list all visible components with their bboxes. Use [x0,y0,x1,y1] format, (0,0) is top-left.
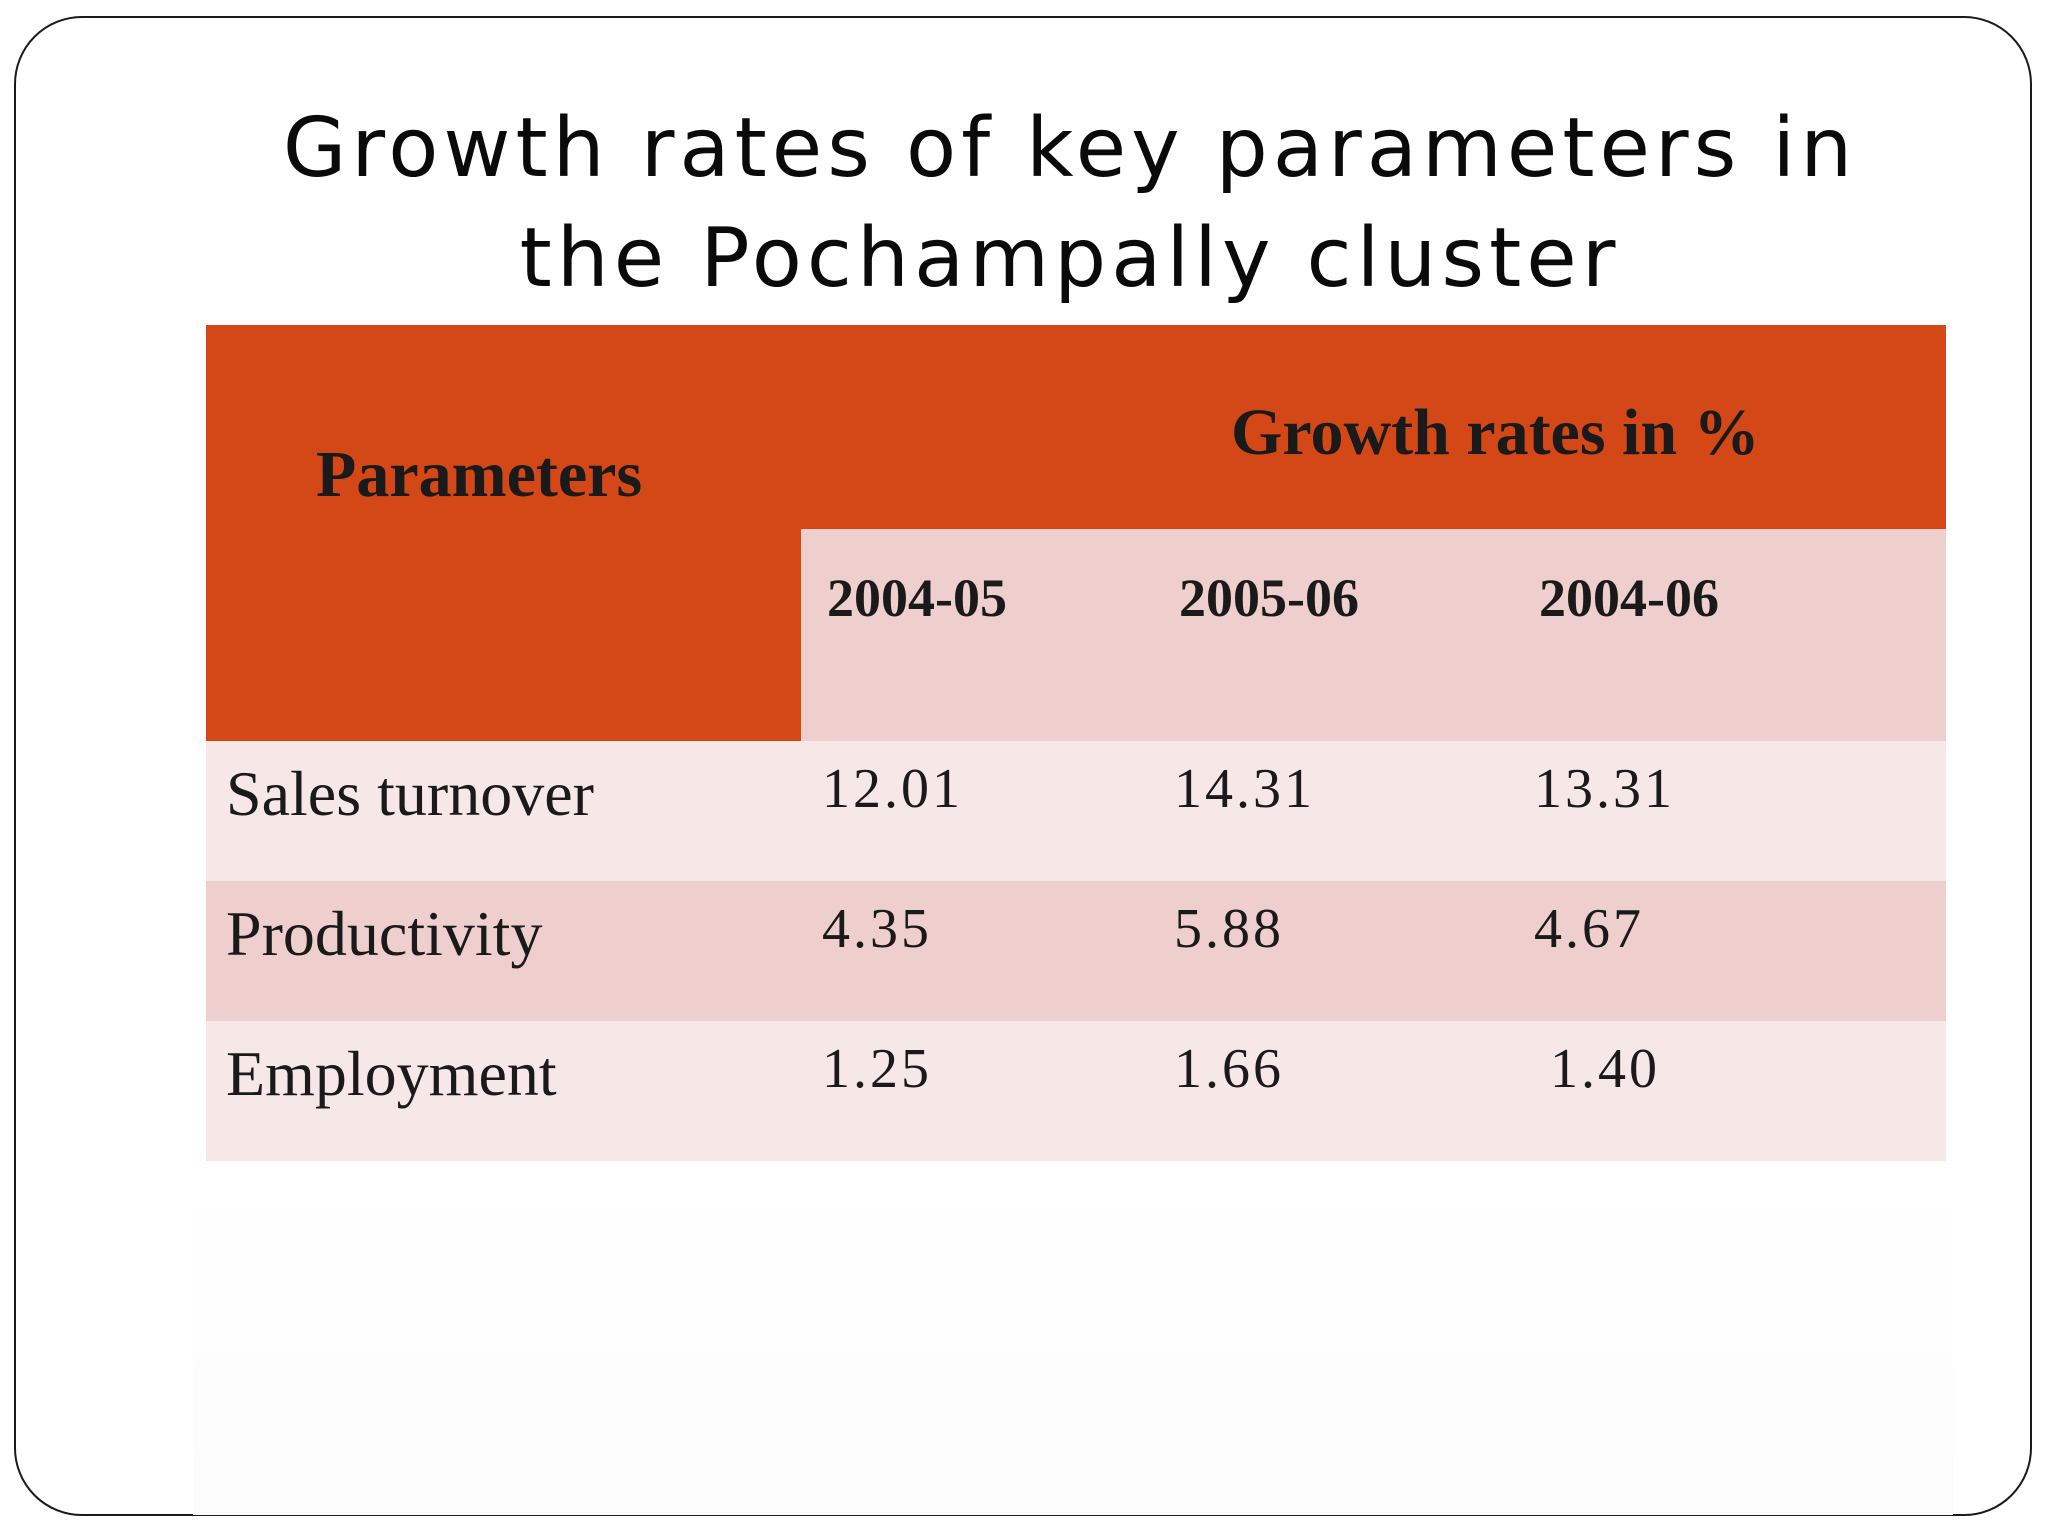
table-row: Productivity 4.35 5.88 4.67 [206,881,1946,1021]
table-cell: 13.31 [1534,758,1675,820]
growth-table: Parameters Growth rates in % 2004-05 200… [206,325,1946,1161]
year-subheader: 2004-05 2005-06 2004-06 [801,529,1946,741]
header-parameters: Parameters [316,438,643,511]
table-header: Parameters Growth rates in % 2004-05 200… [206,325,1946,741]
table-cell: 1.66 [1174,1038,1284,1100]
row-label: Sales turnover [226,758,594,829]
table-cell: 12.01 [822,758,963,820]
year-header-2004-06: 2004-06 [1539,568,1719,628]
table-cell: 14.31 [1174,758,1315,820]
title-line-1: Growth rates of key parameters in [282,101,1858,196]
table-row: Employment 1.25 1.66 1.40 [206,1021,1946,1161]
header-growth-rates: Growth rates in % [1231,396,1760,469]
year-header-2005-06: 2005-06 [1179,568,1359,628]
slide-title: Growth rates of key parameters in the Po… [0,94,2048,314]
table-cell: 1.25 [822,1038,932,1100]
background-panel [193,1160,1953,1515]
year-header-2004-05: 2004-05 [827,568,1007,628]
table-cell: 5.88 [1174,898,1284,960]
table-cell: 1.40 [1550,1038,1660,1100]
row-label: Employment [226,1038,557,1109]
row-label: Productivity [226,898,543,969]
table-row: Sales turnover 12.01 14.31 13.31 [206,741,1946,881]
table-cell: 4.35 [822,898,932,960]
table-cell: 4.67 [1534,898,1644,960]
title-line-2: the Pochampally cluster [519,211,1621,306]
